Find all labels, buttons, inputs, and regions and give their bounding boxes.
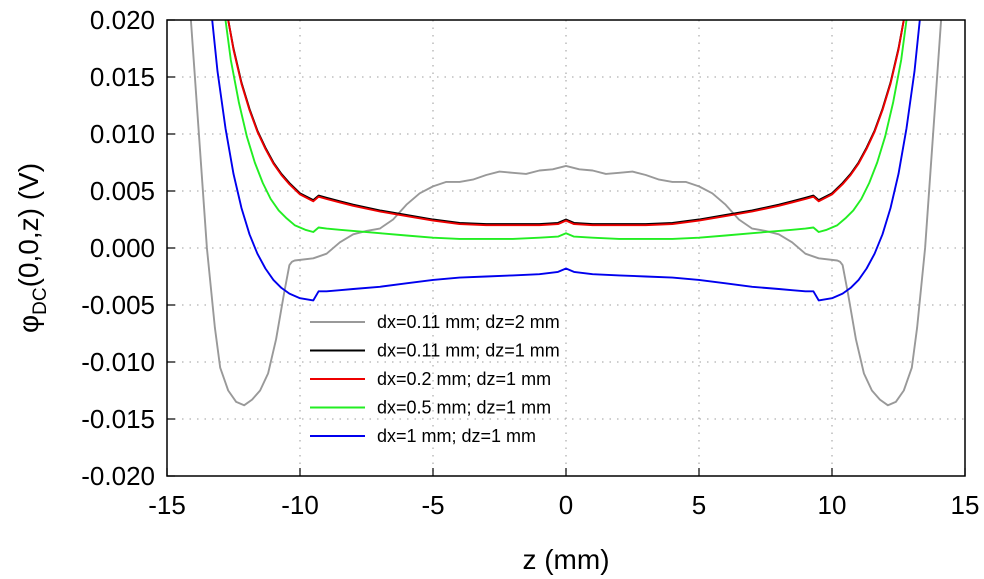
series-layer	[189, 20, 943, 407]
x-tick-label: -15	[148, 490, 186, 520]
series-line-4	[224, 20, 908, 240]
y-tick-label: 0.005	[90, 176, 155, 206]
y-tick-label: -0.010	[81, 347, 155, 377]
x-axis-title: z (mm)	[522, 544, 609, 575]
legend-label-4: dx=0.5 mm; dz=1 mm	[377, 398, 551, 418]
series-line-5	[211, 20, 921, 302]
legend: dx=0.11 mm; dz=2 mm dx=0.11 mm; dz=1 mm dx…	[310, 312, 560, 446]
y-axis-title: φDC(0,0,z) (V)	[13, 163, 51, 333]
x-tick-label: 10	[818, 490, 847, 520]
y-axis-title-sub: DC	[30, 287, 51, 314]
y-tick-label: 0.010	[90, 119, 155, 149]
x-tick-label: -10	[281, 490, 319, 520]
series-line-3	[227, 20, 905, 227]
y-tick-label: 0.000	[90, 233, 155, 263]
x-tick-label: -5	[421, 490, 444, 520]
y-tick-label: -0.015	[81, 404, 155, 434]
y-tick-label: 0.020	[90, 5, 155, 35]
x-tick-label: 5	[692, 490, 706, 520]
series-line-1	[189, 20, 943, 407]
y-tick-labels: 0.020 0.015 0.010 0.005 0.000 -0.005 -0.010 -0.…	[81, 5, 155, 491]
x-tick-labels: -15 -10 -5 0 5 10 15	[148, 490, 979, 520]
legend-label-1: dx=0.11 mm; dz=2 mm	[377, 312, 560, 332]
y-tick-label: -0.020	[81, 461, 155, 491]
legend-label-5: dx=1 mm; dz=1 mm	[377, 426, 536, 446]
y-tick-label: -0.005	[81, 290, 155, 320]
x-tick-label: 0	[559, 490, 573, 520]
grid-lines	[167, 20, 965, 476]
legend-label-3: dx=0.2 mm; dz=1 mm	[377, 369, 551, 389]
y-axis-title-main: φ	[13, 315, 44, 333]
x-tick-label: 15	[951, 490, 980, 520]
tick-marks	[166, 19, 966, 477]
y-tick-label: 0.015	[90, 62, 155, 92]
legend-label-2: dx=0.11 mm; dz=1 mm	[377, 341, 560, 361]
y-axis-title-rest: (0,0,z) (V)	[13, 163, 44, 287]
